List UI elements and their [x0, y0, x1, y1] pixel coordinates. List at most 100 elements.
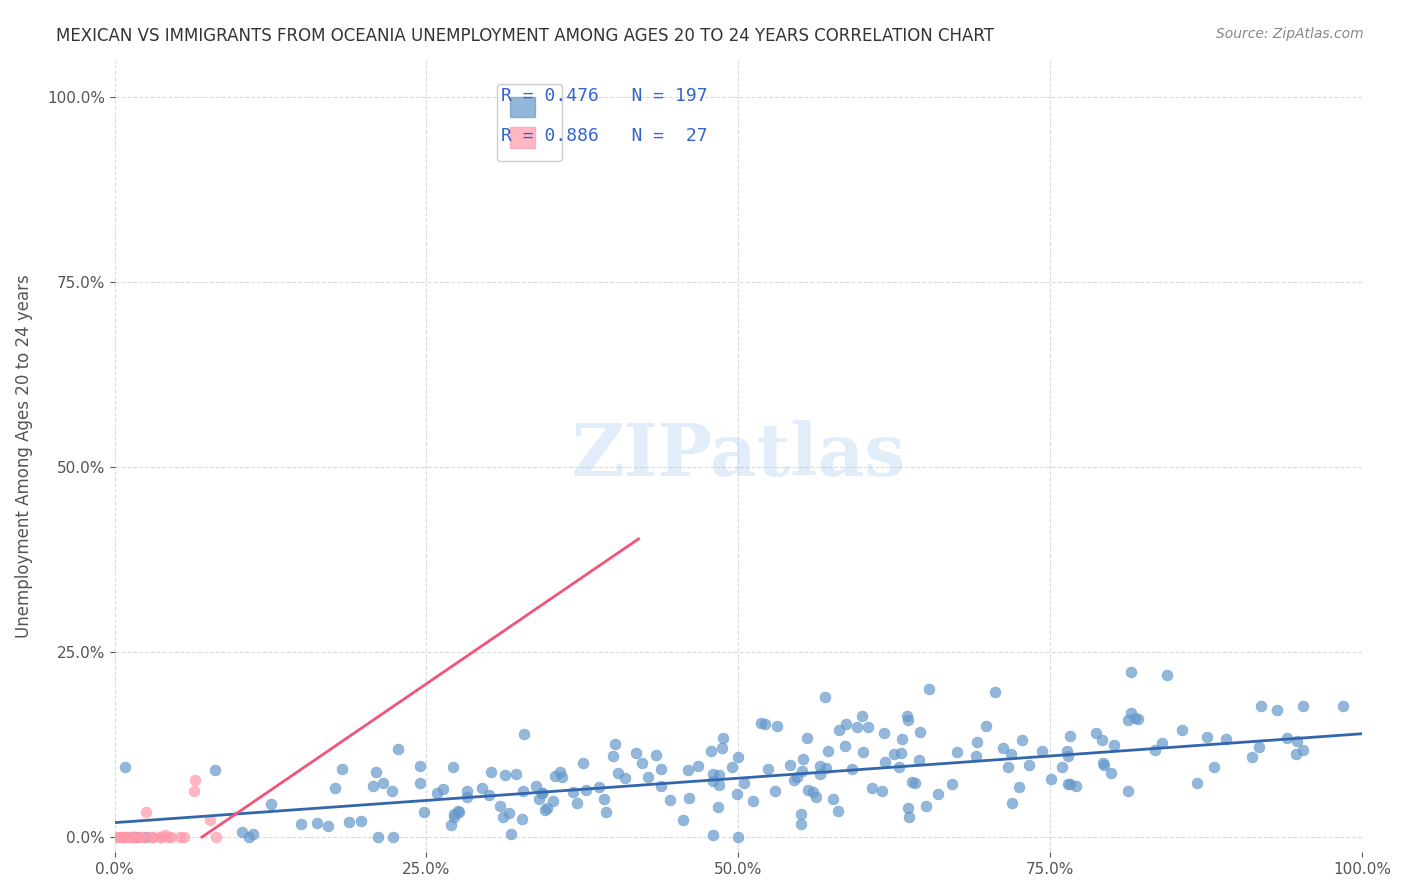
Point: [565, 796, 588, 810]
Point: [124, 830, 146, 845]
Point: [471, 780, 494, 795]
Point: [536, 801, 558, 815]
Point: [1092, 758, 1115, 772]
Point: [927, 787, 949, 801]
Point: [114, 830, 136, 845]
Point: [498, 805, 520, 820]
Point: [1171, 723, 1194, 737]
Point: [1099, 766, 1122, 780]
Point: [142, 830, 165, 845]
Point: [727, 830, 749, 845]
Point: [786, 770, 808, 784]
Point: [821, 791, 844, 805]
Point: [364, 764, 387, 779]
Point: [1123, 711, 1146, 725]
Point: [974, 719, 997, 733]
Point: [105, 830, 128, 845]
Point: [915, 799, 938, 814]
Point: [574, 783, 596, 797]
Point: [887, 760, 910, 774]
Point: [890, 746, 912, 760]
Point: [966, 735, 988, 749]
Point: [860, 780, 883, 795]
Point: [834, 739, 856, 753]
Point: [1102, 738, 1125, 752]
Point: [238, 830, 260, 845]
Point: [118, 830, 141, 845]
Point: [1119, 706, 1142, 720]
Point: [607, 766, 630, 780]
Point: [904, 775, 927, 789]
Point: [941, 777, 963, 791]
Point: [1250, 699, 1272, 714]
Point: [512, 783, 534, 797]
Point: [803, 785, 825, 799]
Point: [1333, 699, 1355, 714]
Point: [700, 744, 723, 758]
Point: [572, 756, 595, 770]
Point: [991, 741, 1014, 756]
Point: [491, 810, 513, 824]
Point: [381, 830, 404, 845]
Point: [688, 759, 710, 773]
Point: [790, 817, 813, 831]
Point: [997, 760, 1019, 774]
Point: [1116, 713, 1139, 727]
Point: [965, 749, 987, 764]
Point: [135, 830, 157, 845]
Point: [149, 830, 172, 845]
Point: [1143, 742, 1166, 756]
Point: [720, 760, 742, 774]
Point: [121, 830, 143, 845]
Point: [350, 814, 373, 829]
Point: [128, 830, 150, 845]
Point: [541, 794, 564, 808]
Point: [602, 749, 624, 764]
Point: [852, 745, 875, 759]
Point: [316, 819, 339, 833]
Point: [204, 830, 226, 845]
Point: [1285, 734, 1308, 748]
Point: [856, 720, 879, 734]
Point: [1008, 780, 1031, 794]
Point: [678, 791, 700, 805]
Point: [896, 709, 918, 723]
Point: [183, 784, 205, 798]
Point: [488, 798, 510, 813]
Point: [765, 719, 787, 733]
Point: [330, 762, 353, 776]
Point: [110, 830, 132, 845]
Point: [479, 764, 502, 779]
Point: [763, 784, 786, 798]
Point: [1249, 739, 1271, 754]
Point: [1000, 747, 1022, 761]
Point: [792, 752, 814, 766]
Point: [426, 786, 449, 800]
Point: [797, 783, 820, 797]
Text: Source: ZipAtlas.com: Source: ZipAtlas.com: [1216, 27, 1364, 41]
Point: [659, 793, 682, 807]
Point: [897, 801, 920, 815]
Point: [530, 786, 553, 800]
Point: [290, 816, 312, 830]
Point: [828, 723, 851, 737]
Point: [945, 745, 967, 759]
Point: [1011, 733, 1033, 747]
Point: [1018, 757, 1040, 772]
Point: [702, 828, 724, 842]
Point: [984, 685, 1007, 699]
Text: ZIPatlas: ZIPatlas: [571, 420, 905, 491]
Point: [707, 768, 730, 782]
Point: [897, 713, 920, 727]
Point: [1059, 777, 1081, 791]
Point: [1277, 731, 1299, 746]
Point: [808, 767, 831, 781]
Point: [841, 762, 863, 776]
Point: [135, 805, 157, 819]
Point: [827, 804, 849, 818]
Point: [387, 742, 409, 756]
Point: [1056, 748, 1078, 763]
Point: [381, 784, 404, 798]
Point: [814, 761, 837, 775]
Point: [588, 780, 610, 795]
